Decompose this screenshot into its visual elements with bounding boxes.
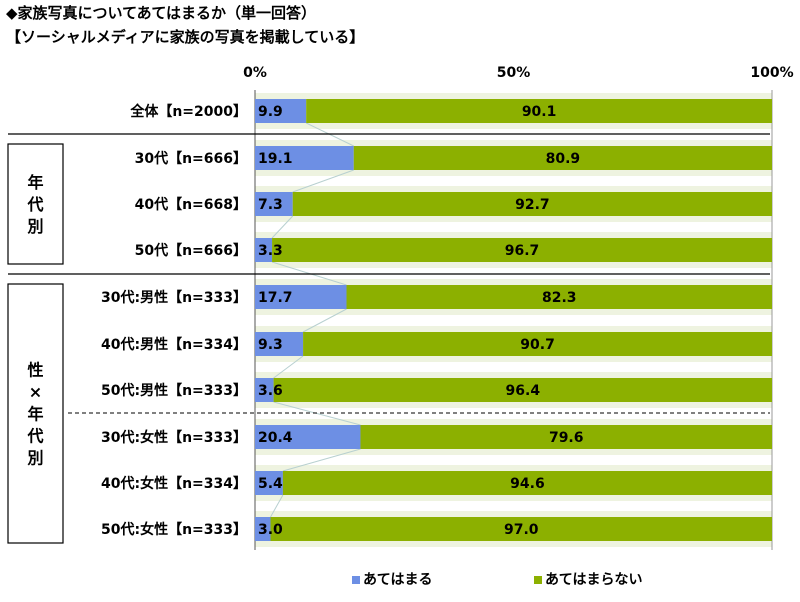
data-label-atehamaranai: 90.7 [520, 337, 555, 353]
group-box [7, 283, 64, 544]
data-label-atehamaru: 19.1 [258, 151, 293, 167]
bar-atehamaru [255, 471, 283, 495]
series-connector [271, 215, 294, 239]
series-connector [273, 355, 304, 379]
category-label: 50代:男性【n=333】 [101, 382, 247, 399]
data-label-atehamaru: 5.4 [258, 476, 283, 492]
bar-atehamaru [255, 378, 274, 402]
category-label: 40代【n=668】 [135, 196, 247, 213]
data-label-atehamaranai: 79.6 [549, 430, 584, 446]
category-label: 50代【n=666】 [135, 242, 247, 259]
data-label-atehamaru: 9.9 [258, 104, 283, 120]
bar-atehamaranai [353, 146, 772, 170]
legend-label-atehamaranai: あてはまらない [545, 572, 642, 588]
x-tick-label: 100% [750, 65, 793, 81]
data-label-atehamaranai: 96.4 [506, 383, 541, 399]
category-label: 40代:女性【n=334】 [101, 475, 247, 492]
bar-atehamaranai [346, 285, 772, 309]
legend-swatch-atehamaru [352, 576, 360, 584]
series-connector [292, 169, 354, 193]
bar-atehamaru [255, 517, 271, 541]
bar-atehamaru [255, 146, 354, 170]
data-label-atehamaranai: 92.7 [515, 197, 550, 213]
group-label: 年代別 [26, 173, 43, 236]
x-tick-label: 0% [243, 65, 267, 81]
category-label: 30代:女性【n=333】 [101, 429, 247, 446]
data-label-atehamaranai: 80.9 [546, 151, 581, 167]
x-tick-label: 50% [497, 65, 531, 81]
legend-swatch-atehamaranai [534, 576, 542, 584]
data-label-atehamaranai: 82.3 [542, 290, 577, 306]
series-connector [282, 448, 361, 472]
bar-atehamaru [255, 425, 361, 449]
category-label: 30代【n=666】 [135, 150, 247, 167]
data-label-atehamaranai: 97.0 [504, 522, 539, 538]
bar-atehamaranai [292, 192, 772, 216]
data-label-atehamaru: 9.3 [258, 337, 283, 353]
category-label: 40代:男性【n=334】 [101, 336, 247, 353]
bar-atehamaranai [360, 425, 772, 449]
data-label-atehamaru: 7.3 [258, 197, 283, 213]
bar-atehamaranai [303, 332, 772, 356]
data-label-atehamaru: 3.0 [258, 522, 283, 538]
category-label: 50代:女性【n=333】 [101, 521, 247, 538]
group-box [7, 143, 64, 265]
series-connector [270, 494, 284, 518]
bar-atehamaranai [272, 238, 772, 262]
bar-atehamaranai [306, 99, 772, 123]
series-connector [302, 308, 347, 333]
legend-label-atehamaru: あてはまる [363, 572, 432, 588]
data-label-atehamaru: 3.6 [258, 383, 283, 399]
category-label: 全体【n=2000】 [129, 103, 247, 120]
bar-atehamaranai [273, 378, 772, 402]
data-label-atehamaranai: 94.6 [510, 476, 545, 492]
data-label-atehamaranai: 96.7 [505, 243, 540, 259]
bar-atehamaranai [282, 471, 772, 495]
chart-title: ◆家族写真についてあてはまるか（単一回答） [6, 4, 317, 22]
series-connector [273, 401, 361, 426]
bar-atehamaru [255, 285, 347, 309]
data-label-atehamaranai: 90.1 [522, 104, 557, 120]
data-label-atehamaru: 17.7 [258, 290, 293, 306]
bar-atehamaru [255, 192, 293, 216]
data-label-atehamaru: 20.4 [258, 430, 293, 446]
category-label: 30代:男性【n=333】 [101, 289, 247, 306]
data-label-atehamaru: 3.3 [258, 243, 283, 259]
chart-subtitle: 【ソーシャルメディアに家族の写真を掲載している】 [6, 28, 365, 46]
group-label: 性×年代別 [26, 361, 43, 468]
bar-atehamaru [255, 332, 304, 356]
bar-atehamaru [255, 238, 273, 262]
bar-atehamaranai [270, 517, 772, 541]
bar-atehamaru [255, 99, 307, 123]
